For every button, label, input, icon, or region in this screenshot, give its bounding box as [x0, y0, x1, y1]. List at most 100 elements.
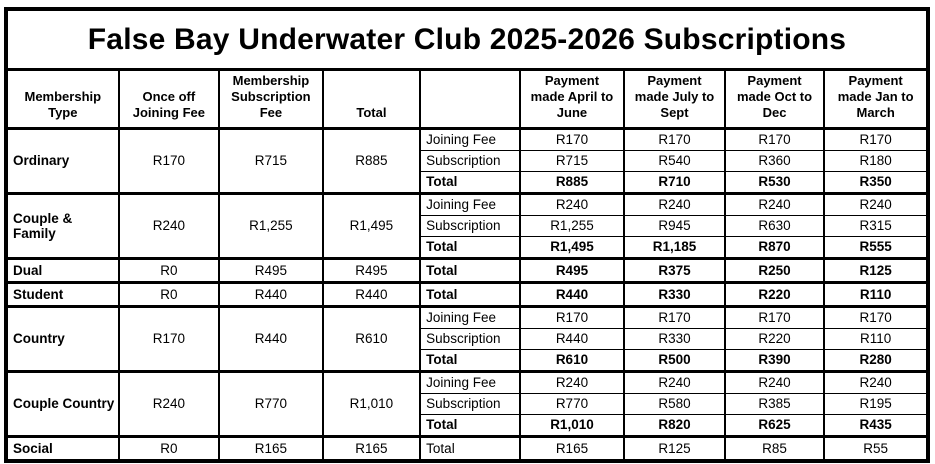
total-cell: R165 [321, 435, 422, 462]
payment-cell: R240 [823, 192, 929, 216]
sub-label-cell: Joining Fee [419, 370, 521, 394]
sub-label-cell: Total [419, 281, 521, 307]
header-line: made Jan to [837, 88, 914, 104]
payment-cell: R170 [518, 305, 626, 329]
group-student: Student R0 R440 R440 Total R440 R330 R22… [5, 281, 929, 307]
sub-label-cell: Total [419, 170, 521, 194]
payment-cell: R240 [723, 192, 826, 216]
header-line: Once off [142, 88, 196, 104]
payment-cell: R195 [823, 392, 929, 415]
payment-cell: R110 [823, 327, 929, 350]
payment-cell: R280 [823, 348, 929, 372]
subscription-fee-cell: R440 [218, 305, 324, 372]
payment-cell: R770 [518, 392, 626, 415]
payment-cell: R125 [823, 257, 929, 283]
subscription-fee-cell: R770 [218, 370, 324, 437]
payment-cell: R440 [518, 327, 626, 350]
header-line: Membership [24, 88, 102, 104]
joining-fee-cell: R240 [117, 192, 221, 259]
payment-cell: R330 [623, 281, 726, 307]
payment-cell: R710 [623, 170, 726, 194]
subscription-fee-cell: R1,255 [218, 192, 324, 259]
payment-cell: R180 [823, 149, 929, 172]
total-cell: R610 [321, 305, 422, 372]
payment-cell: R250 [723, 257, 826, 283]
sub-label-cell: Total [419, 257, 521, 283]
payment-cell: R1,185 [623, 235, 726, 259]
payment-cell: R385 [723, 392, 826, 415]
joining-fee-cell: R0 [117, 281, 221, 307]
sub-label-cell: Subscription [419, 392, 521, 415]
payment-cell: R435 [823, 413, 929, 437]
header-line: Joining Fee [132, 104, 205, 120]
col-header-payment-jan-march: Payment made Jan to March [823, 69, 929, 130]
group-ordinary: Ordinary R170 R715 R885 Joining Fee R170… [5, 127, 929, 194]
membership-type-cell: Social [5, 435, 120, 462]
subscription-fee-cell: R715 [218, 127, 324, 194]
header-line: Total [356, 104, 387, 120]
table-row: Couple Country R240 R770 R1,010 Joining … [5, 370, 929, 437]
header-line: Sept [660, 104, 689, 120]
header-line: Payment [647, 73, 702, 88]
col-header-payment-apr-jun: Payment made April to June [518, 69, 626, 130]
payment-cell: R625 [723, 413, 826, 437]
payment-cell: R820 [623, 413, 726, 437]
table-row: Country R170 R440 R610 Joining Fee R170 … [5, 305, 929, 372]
table-row: Social R0 R165 R165 Total R165 R125 R85 … [5, 435, 929, 462]
payment-cell: R610 [518, 348, 626, 372]
payment-cell: R315 [823, 214, 929, 237]
subscriptions-table: False Bay Underwater Club 2025-2026 Subs… [4, 7, 930, 463]
header-line: Payment [544, 73, 600, 88]
payment-cell: R240 [723, 370, 826, 394]
payment-cell: R495 [518, 257, 626, 283]
sub-label-cell: Joining Fee [419, 127, 521, 151]
col-header-membership-subscription-fee: Membership Subscription Fee [218, 69, 324, 130]
header-line: Dec [762, 104, 787, 120]
table-row: Subscription R715 R540 R360 R180 [6, 149, 929, 172]
payment-cell: R220 [723, 327, 826, 350]
group-couple-country: Couple Country R240 R770 R1,010 Joining … [5, 370, 929, 437]
title-row: False Bay Underwater Club 2025-2026 Subs… [5, 8, 929, 71]
subscription-fee-cell: R165 [218, 435, 324, 462]
payment-cell: R170 [623, 305, 726, 329]
joining-fee-cell: R0 [117, 257, 221, 283]
table-row: Couple & Family R240 R1,255 R1,495 Joini… [5, 192, 929, 259]
col-header-payment-oct-dec: Payment made Oct to Dec [723, 69, 826, 130]
col-header-payment-jul-sept: Payment made July to Sept [623, 69, 726, 130]
group-couple-family: Couple & Family R240 R1,255 R1,495 Joini… [5, 192, 929, 259]
payment-cell: R375 [623, 257, 726, 283]
payment-cell: R240 [623, 192, 726, 216]
header-line: June [556, 104, 588, 120]
joining-fee-cell: R0 [117, 435, 221, 462]
header-line: March [856, 104, 895, 120]
header-line: Type [48, 104, 78, 120]
membership-type-cell: Dual [5, 257, 120, 283]
group-dual: Dual R0 R495 R495 Total R495 R375 R250 R… [5, 257, 929, 283]
payment-cell: R885 [518, 170, 626, 194]
group-country: Country R170 R440 R610 Joining Fee R170 … [5, 305, 929, 372]
payment-cell: R240 [823, 370, 929, 394]
page-title: False Bay Underwater Club 2025-2026 Subs… [5, 8, 929, 71]
payment-cell: R390 [723, 348, 826, 372]
payment-cell: R945 [623, 214, 726, 237]
payment-cell: R170 [723, 305, 826, 329]
total-cell: R885 [321, 127, 422, 194]
sub-label-cell: Joining Fee [419, 305, 521, 329]
joining-fee-cell: R170 [117, 127, 221, 194]
payment-cell: R240 [518, 192, 626, 216]
sub-label-cell: Total [419, 413, 521, 437]
payment-cell: R715 [518, 149, 626, 172]
column-header-row: Membership Type Once off Joining Fee Membe… [5, 69, 929, 130]
header-line: made April to [530, 88, 614, 104]
sub-label-cell: Total [419, 235, 521, 259]
payment-cell: R1,010 [518, 413, 626, 437]
payment-cell: R170 [623, 127, 726, 151]
payment-cell: R1,255 [518, 214, 626, 237]
total-cell: R440 [321, 281, 422, 307]
table-row: Student R0 R440 R440 Total R440 R330 R22… [5, 281, 929, 307]
payment-cell: R360 [723, 149, 826, 172]
total-cell: R1,010 [321, 370, 422, 437]
col-header-once-off-joining-fee: Once off Joining Fee [117, 69, 221, 130]
payment-cell: R110 [823, 281, 929, 307]
